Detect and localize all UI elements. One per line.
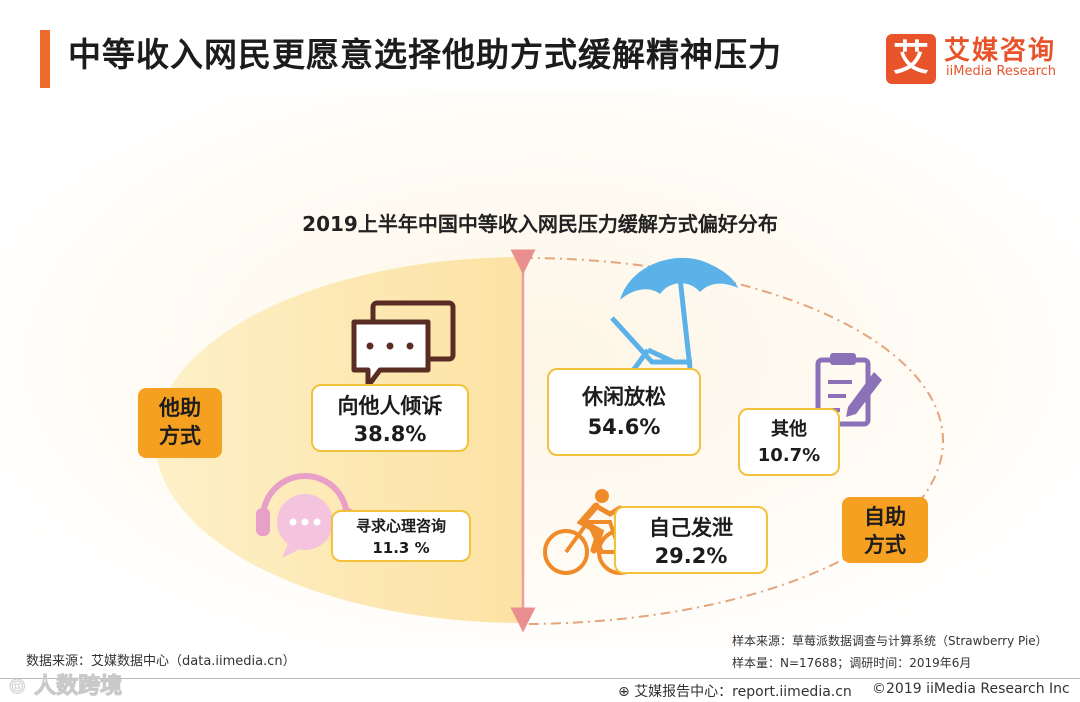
data-box-psychological-counseling: 寻求心理咨询 11.3 %	[331, 510, 471, 562]
watermark-logo-icon: ⊙	[7, 674, 27, 700]
watermark-text: ⊙ 人数跨境	[7, 668, 123, 700]
data-box-self-vent: 自己发泄 29.2%	[614, 506, 768, 574]
footer-divider	[0, 678, 1080, 679]
logo-english-text: iiMedia Research	[946, 64, 1057, 79]
data-value: 38.8%	[353, 422, 427, 446]
logo-chinese-text: 艾媒咨询	[944, 36, 1057, 66]
watermark-label: 人数跨境	[34, 674, 123, 700]
iimedia-logo: 艾 艾媒咨询 iiMedia Research	[886, 28, 1066, 84]
sample-size-note: 样本量：N=17688；调研时间：2019年6月	[732, 656, 972, 670]
sample-source-note: 样本来源：草莓派数据调查与计算系统（Strawberry Pie）	[732, 634, 1048, 648]
chart-title: 2019上半年中国中等收入网民压力缓解方式偏好分布	[302, 212, 778, 236]
assisted-group-tag: 他助 方式	[138, 388, 222, 458]
data-box-talk-to-others: 向他人倾诉 38.8%	[311, 384, 469, 452]
data-source-note: 数据来源：艾媒数据中心（data.iimedia.cn）	[26, 654, 296, 669]
logo-mark: 艾	[886, 34, 936, 84]
report-center-link[interactable]: ⊕ 艾媒报告中心：report.iimedia.cn	[618, 681, 852, 701]
beach-umbrella-icon	[610, 257, 738, 377]
headset-chat-icon	[256, 473, 354, 558]
data-box-leisure-relax: 休闲放松 54.6%	[547, 368, 701, 456]
data-value: 11.3 %	[372, 539, 430, 557]
chat-bubbles-icon	[351, 300, 456, 389]
data-value: 10.7%	[757, 445, 821, 466]
self-help-group-tag: 自助 方式	[842, 497, 928, 563]
data-value: 29.2%	[654, 544, 728, 568]
data-label: 自己发泄	[649, 516, 733, 540]
copyright-text: ©2019 iiMedia Research Inc	[872, 681, 1070, 697]
data-label: 向他人倾诉	[337, 394, 443, 418]
title-accent-bar	[40, 30, 50, 88]
data-label: 休闲放松	[582, 385, 666, 409]
data-label: 寻求心理咨询	[355, 517, 446, 535]
report-center-text: 艾媒报告中心：report.iimedia.cn	[634, 684, 852, 700]
page-title: 中等收入网民更愿意选择他助方式缓解精神压力	[68, 35, 782, 74]
data-value: 54.6%	[587, 415, 661, 439]
data-label: 其他	[771, 419, 807, 440]
data-box-other: 其他 10.7%	[738, 408, 840, 476]
globe-icon: ⊕	[618, 684, 630, 700]
